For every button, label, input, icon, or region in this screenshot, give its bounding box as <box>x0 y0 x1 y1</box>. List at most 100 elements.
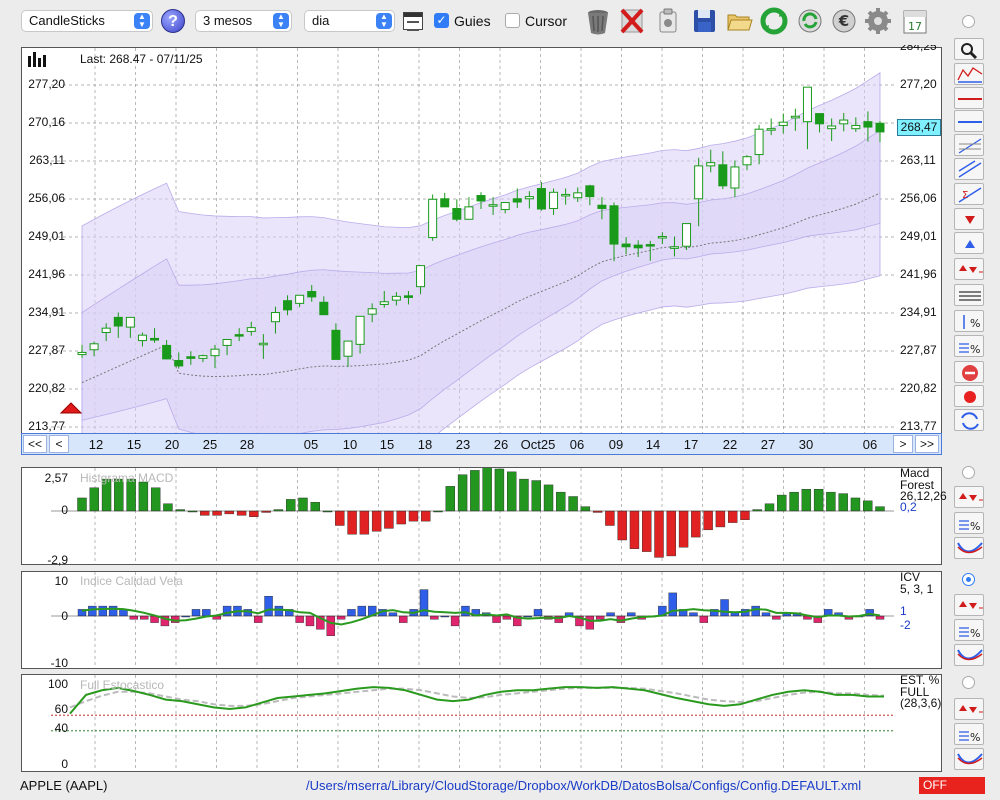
candle-body-down <box>403 295 413 298</box>
buy-sell-tool-button[interactable] <box>954 258 984 280</box>
macd-bar <box>727 510 738 523</box>
interval-select[interactable]: dia ▲ ▼ <box>304 10 395 32</box>
chart-style-select[interactable]: CandleSticks ▲ ▼ <box>21 10 153 32</box>
horizontal-line-red-icon <box>958 98 982 100</box>
x-tick-label: 06 <box>569 437 585 452</box>
x-tick-label: 14 <box>645 437 661 452</box>
x-axis-scroll[interactable]: << < > >> 12 15 20 25 28 05 10 15 18 23 26 Oct25 06 0… <box>21 433 942 455</box>
config-path-link[interactable]: /Users/mserra/Library/CloudStorage/Dropb… <box>306 778 862 793</box>
folder-open-icon[interactable] <box>725 6 753 36</box>
icv-bar <box>627 612 636 617</box>
regression-tool-button[interactable]: Σ <box>954 183 984 205</box>
record-tool-button[interactable] <box>954 385 984 407</box>
buy-sell-tool-button[interactable] <box>954 486 984 508</box>
trend-channel-tool-button[interactable] <box>954 158 984 180</box>
update-icon[interactable] <box>796 6 824 36</box>
save-icon[interactable] <box>690 6 718 36</box>
percent-scale-tool-button[interactable]: % <box>954 310 984 332</box>
cursor-checkbox[interactable] <box>505 13 520 28</box>
candle-body-up <box>246 327 256 332</box>
svg-text:%: % <box>970 731 980 744</box>
stoch-chart[interactable] <box>51 675 894 771</box>
buy-arrow-tool-button[interactable] <box>954 232 984 254</box>
guides-checkbox[interactable]: ✓ <box>434 13 449 28</box>
icv-bar <box>761 612 771 617</box>
buy-sell-icon <box>959 705 983 713</box>
gear-icon[interactable] <box>864 6 892 36</box>
candle-body-up <box>682 223 692 247</box>
candle-body-up <box>657 236 667 239</box>
icv-chart[interactable] <box>51 572 894 668</box>
status-off-badge[interactable]: OFF <box>919 777 985 794</box>
fibonacci-tool-button[interactable] <box>954 134 984 156</box>
panel-select-icv[interactable] <box>962 573 975 586</box>
macd-legend-value: 0,2 <box>900 500 917 514</box>
price-chart[interactable] <box>51 48 894 434</box>
stoch-y-40: 40 <box>54 721 68 735</box>
x-tick-label: 09 <box>608 437 624 452</box>
y-tick-left: 249,01 <box>28 229 65 243</box>
scroll-last-button[interactable]: >> <box>915 435 939 453</box>
zoom-icon <box>961 43 978 60</box>
euro-icon[interactable]: € <box>830 6 858 36</box>
candle-body-down <box>815 113 825 125</box>
percent-lines-tool-button[interactable]: % <box>954 723 984 745</box>
candle-body-up <box>561 193 571 197</box>
candle <box>355 315 365 354</box>
period-select[interactable]: 3 mesos ▲ ▼ <box>195 10 292 32</box>
curve-tool-button[interactable] <box>954 748 984 770</box>
candle-body-up <box>778 121 788 126</box>
panel-select-price[interactable] <box>962 15 975 28</box>
delete-icon[interactable] <box>618 6 646 36</box>
candle-body-down <box>186 356 196 359</box>
zoom-tool-button[interactable] <box>954 38 984 60</box>
buy-sell-tool-button[interactable] <box>954 698 984 720</box>
scroll-next-button[interactable]: > <box>893 435 913 453</box>
scroll-first-button[interactable]: << <box>23 435 47 453</box>
clipboard-icon[interactable] <box>654 6 682 36</box>
panel-select-stoch[interactable] <box>962 676 975 689</box>
stoch-panel <box>21 674 942 772</box>
curve-tool-button[interactable] <box>954 537 984 559</box>
candle <box>754 124 764 165</box>
macd-bar <box>396 510 406 525</box>
macd-bar <box>138 481 149 512</box>
help-button[interactable]: ? <box>161 9 185 33</box>
percent-lines-tool-button[interactable]: % <box>954 335 984 357</box>
macd-bar <box>371 510 382 532</box>
scroll-prev-button[interactable]: < <box>49 435 69 453</box>
stop-tool-button[interactable] <box>954 361 984 383</box>
date-range-icon[interactable] <box>403 12 423 31</box>
macd-bar <box>777 494 787 512</box>
percent-lines-tool-button[interactable]: % <box>954 619 984 641</box>
macd-chart[interactable] <box>51 468 894 564</box>
buy-sell-tool-button[interactable] <box>954 594 984 616</box>
candle <box>391 292 401 306</box>
macd-bar <box>556 491 566 512</box>
refresh-icon[interactable] <box>760 6 788 36</box>
percent-lines-tool-button[interactable]: % <box>954 512 984 534</box>
candle-body-down <box>174 360 184 367</box>
candle <box>452 199 462 222</box>
panel-select-macd[interactable] <box>962 466 975 479</box>
calendar-icon[interactable]: 17 <box>901 6 929 36</box>
percent-lines-icon: % <box>959 731 980 744</box>
curve-tool-button[interactable] <box>954 644 984 666</box>
horizontal-line-red-tool-button[interactable] <box>954 87 984 109</box>
macd-title: Histgrama MACD <box>80 471 174 485</box>
levels-tool-button[interactable] <box>954 284 984 306</box>
curve-icon <box>957 542 983 554</box>
candle <box>222 338 232 356</box>
last-price-label: Last: 268.47 - 07/11/25 <box>80 52 203 66</box>
icv-bar <box>533 609 543 617</box>
macd-bar <box>580 506 591 512</box>
candle <box>839 113 849 132</box>
trash-icon[interactable] <box>584 6 612 36</box>
x-tick-label: 05 <box>303 437 319 452</box>
candle <box>621 237 631 255</box>
candle <box>367 303 377 323</box>
sell-arrow-tool-button[interactable] <box>954 208 984 230</box>
bands-tool-button[interactable] <box>954 63 984 85</box>
horizontal-line-blue-tool-button[interactable] <box>954 110 984 132</box>
swap-tool-button[interactable] <box>954 409 984 431</box>
